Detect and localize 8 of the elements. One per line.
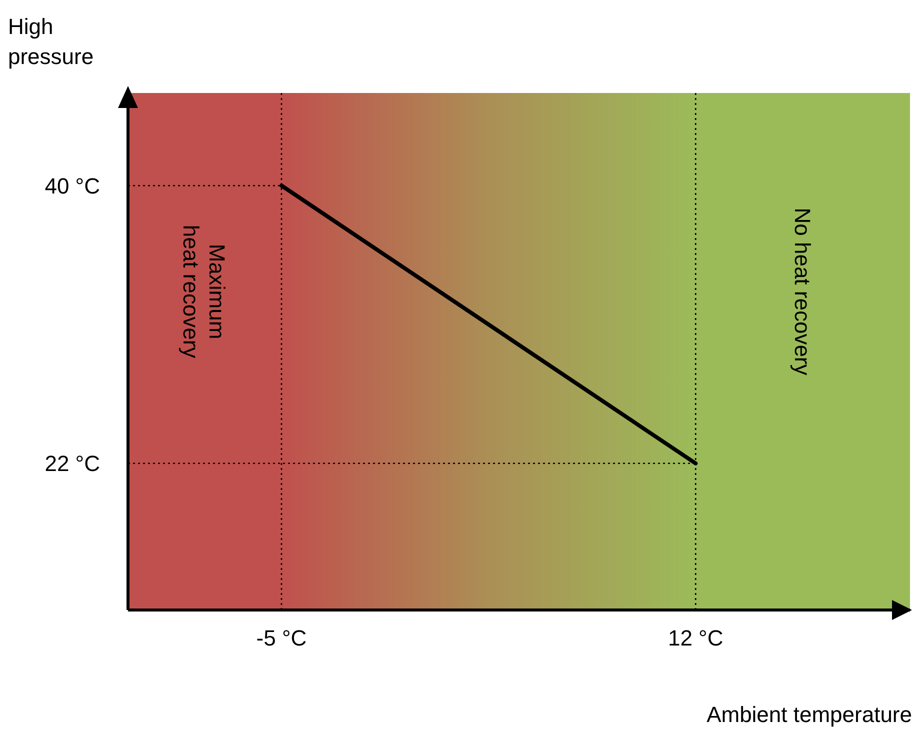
y-tick-label: 22 °C — [44, 451, 100, 476]
band-label: Maximum heat recovery — [178, 224, 230, 358]
band-label: No heat recovery — [790, 208, 815, 376]
x-axis-title: Ambient temperature — [706, 702, 912, 728]
y-axis-title: High pressure — [8, 13, 95, 71]
x-tick-label: 12 °C — [668, 626, 724, 651]
y-tick-label: 40 °C — [44, 173, 100, 198]
x-tick-label: -5 °C — [256, 626, 307, 651]
